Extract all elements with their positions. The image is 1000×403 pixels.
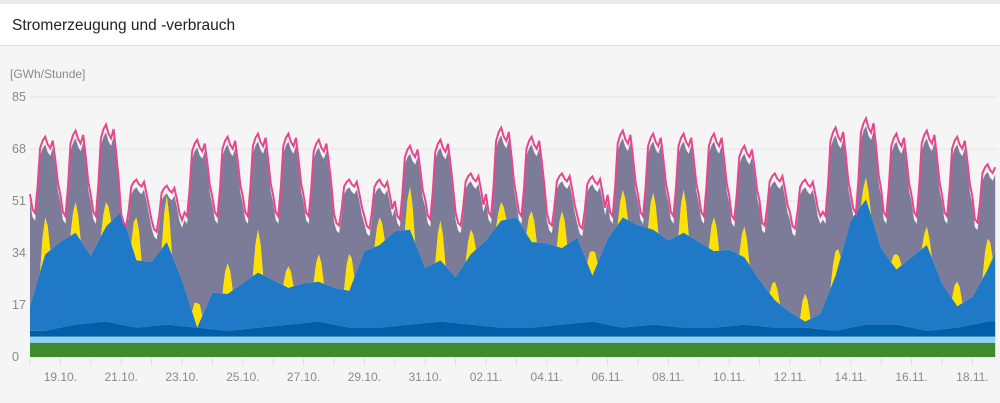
top-strip	[0, 0, 1000, 4]
x-tick-label: 29.10.	[348, 370, 381, 384]
x-tick-label: 04.11.	[531, 370, 563, 384]
area-wind-offshore	[30, 321, 996, 337]
area-hydro	[30, 336, 996, 343]
x-tick-label: 23.10.	[165, 370, 198, 384]
area-biomass	[30, 342, 996, 357]
x-tick-label: 08.11.	[652, 370, 684, 384]
x-tick-label: 31.10.	[409, 370, 442, 384]
chart-header: Stromerzeugung und -verbrauch	[0, 4, 1000, 46]
x-tick-label: 18.11.	[956, 370, 988, 384]
y-tick-label: 0	[12, 350, 19, 364]
y-tick-label: 68	[12, 142, 26, 156]
x-tick-label: 14.11.	[835, 370, 867, 384]
y-tick-label: 85	[12, 90, 26, 104]
area-wind-onshore	[30, 199, 996, 331]
line-consumption	[29, 115, 997, 234]
area-conventional	[30, 126, 996, 319]
x-tick-label: 12.11.	[774, 370, 806, 384]
y-tick-label: 51	[12, 194, 26, 208]
x-tick-label: 21.10.	[105, 370, 138, 384]
x-tick-label: 02.11.	[470, 370, 502, 384]
x-tick-label: 16.11.	[895, 370, 927, 384]
x-tick-label: 10.11.	[713, 370, 745, 384]
y-tick-label: 17	[12, 298, 26, 312]
chart-title: Stromerzeugung und -verbrauch	[12, 17, 236, 34]
y-axis-unit: [GWh/Stunde]	[10, 67, 86, 81]
x-tick-label: 27.10.	[287, 370, 320, 384]
x-tick-label: 25.10.	[226, 370, 259, 384]
y-tick-label: 34	[12, 246, 26, 260]
x-tick-label: 19.10.	[44, 370, 77, 384]
x-tick-label: 06.11.	[591, 370, 623, 384]
